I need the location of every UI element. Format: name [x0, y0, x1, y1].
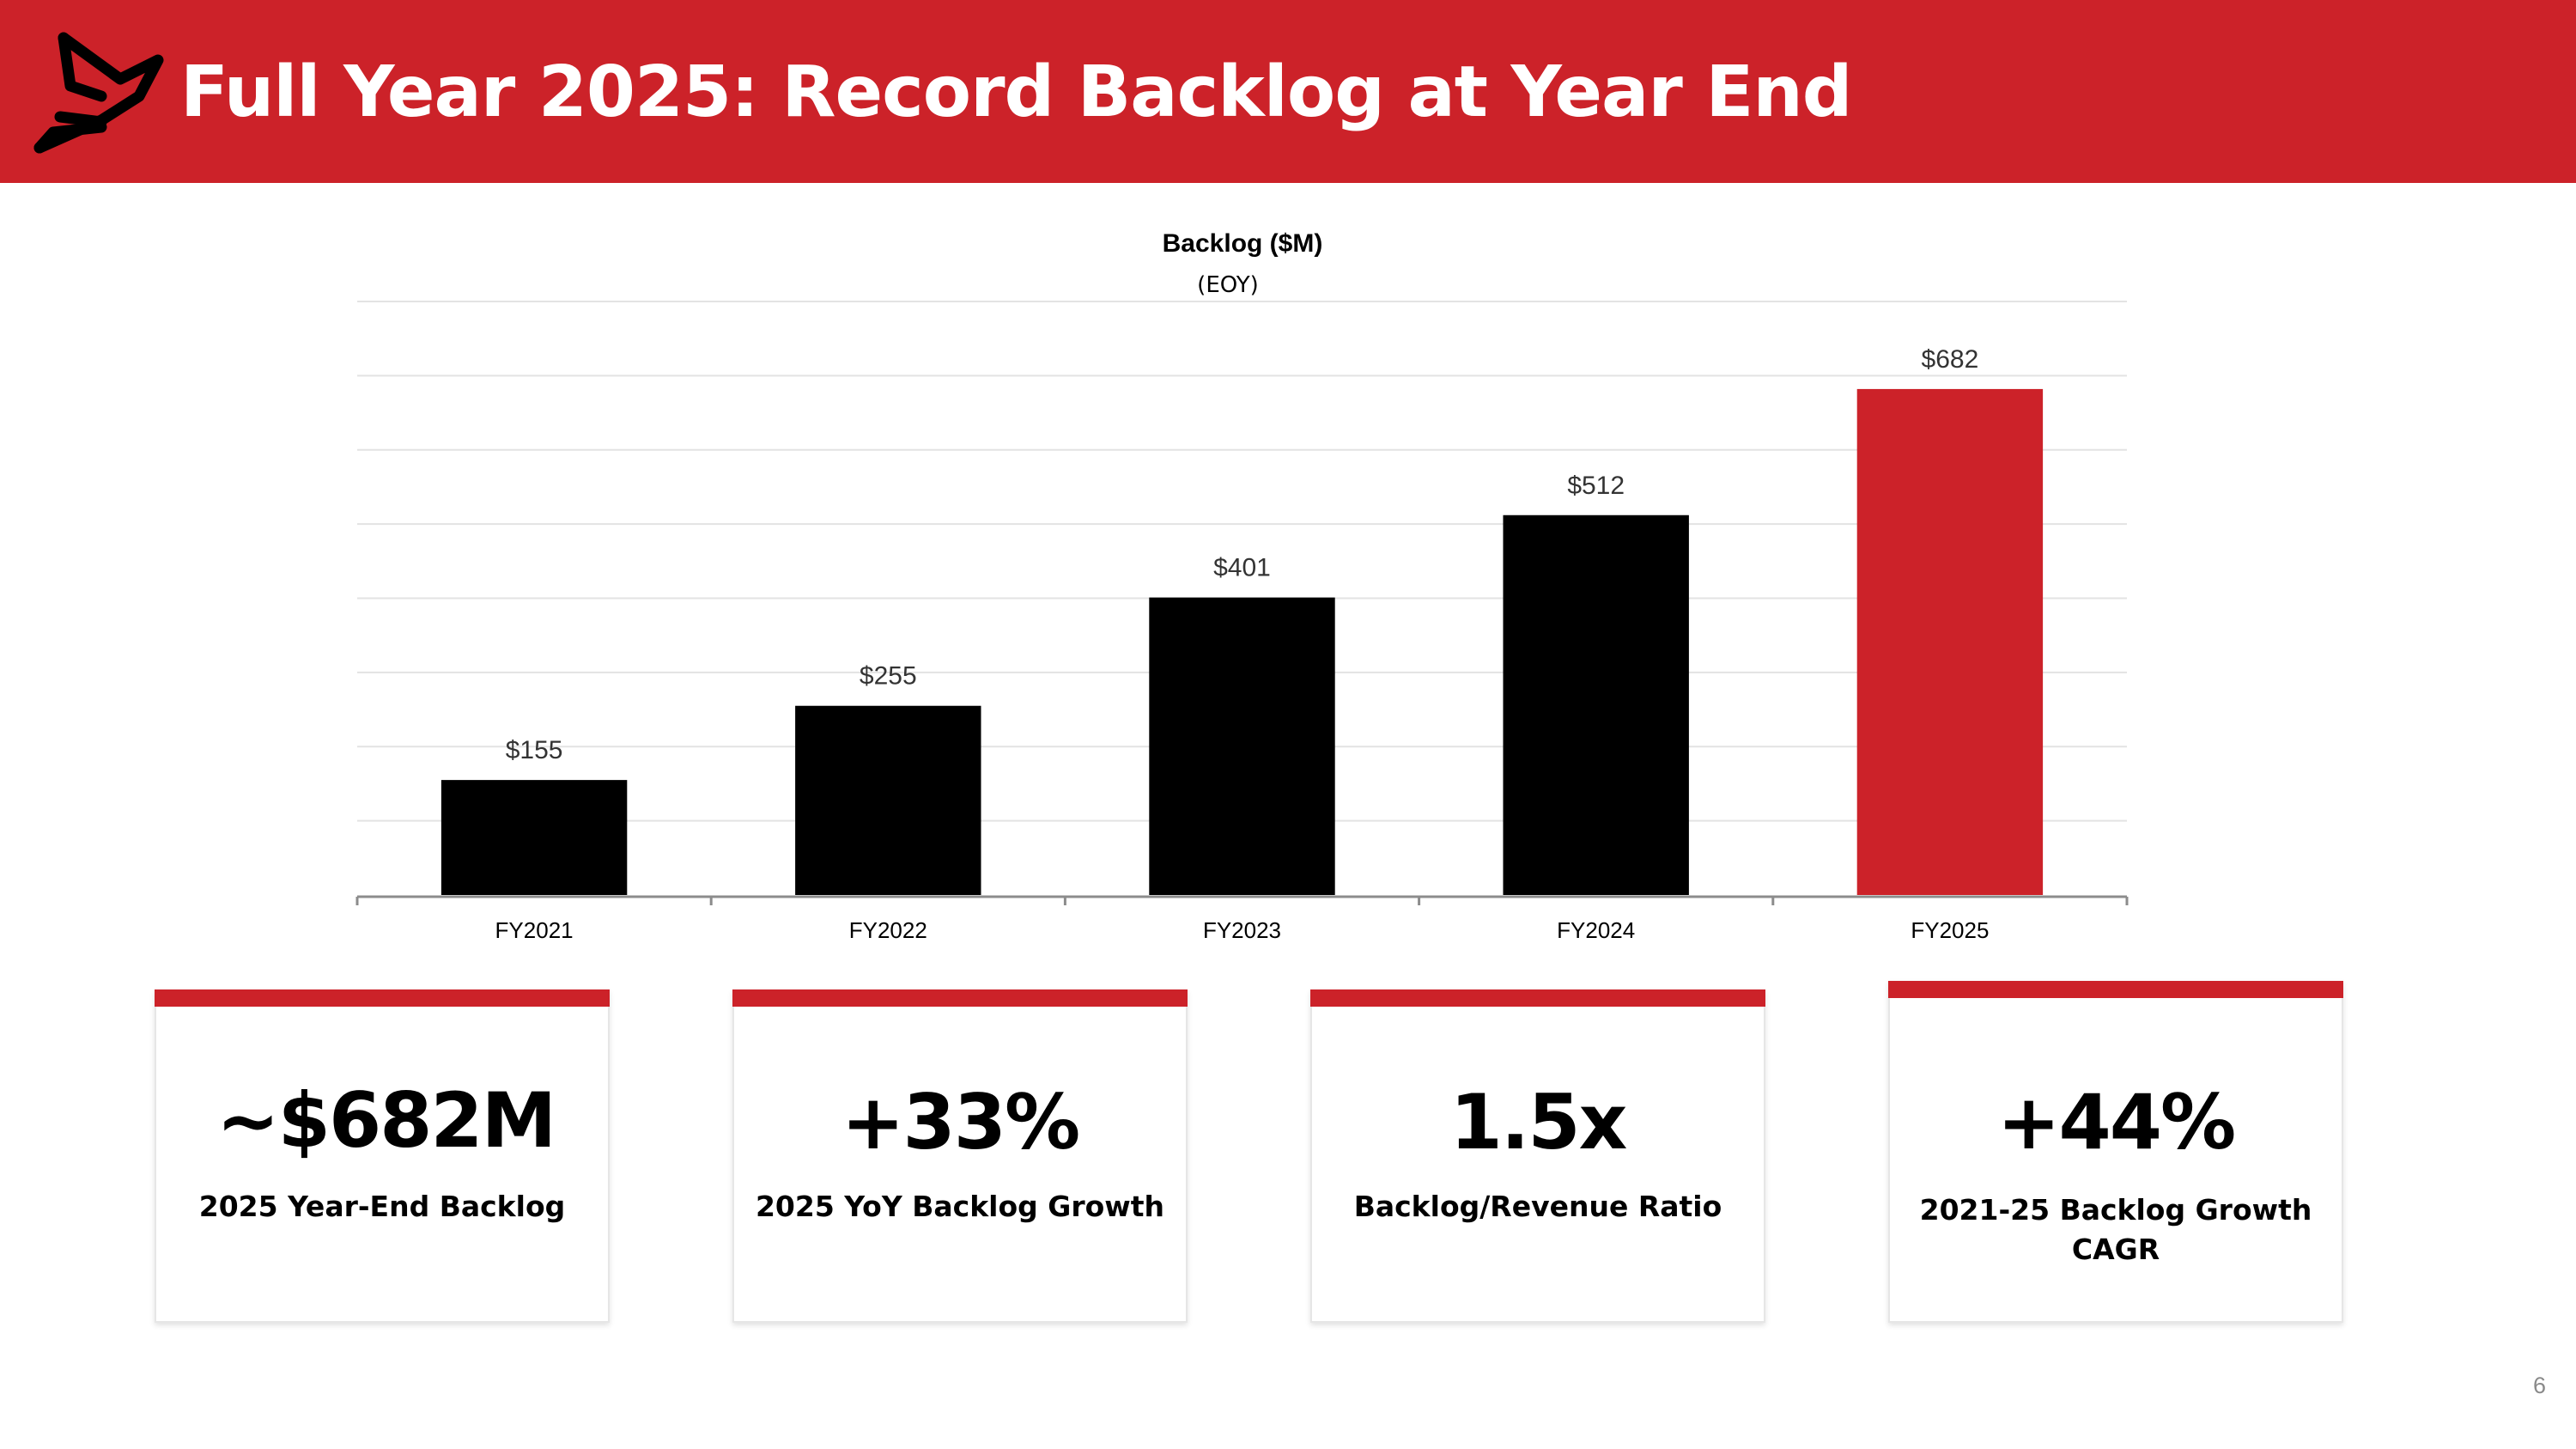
kpi-card-accent-bar [732, 989, 1188, 1007]
cardinal-bird-logo-icon [33, 32, 164, 154]
bar-fy2021 [440, 780, 628, 895]
data-label: $512 [1567, 472, 1625, 500]
title-banner: Full Year 2025: Record Backlog at Year E… [0, 0, 2576, 183]
x-tick-label: FY2023 [1203, 917, 1281, 943]
bar-fy2022 [795, 705, 981, 895]
kpi-card-yoy-growth: +33% 2025 YoY Backlog Growth [732, 989, 1188, 1323]
kpi-value: ~$682M [216, 1076, 556, 1165]
chart-title: Backlog ($M) [1163, 229, 1323, 258]
data-label: $401 [1213, 554, 1271, 582]
kpi-card-accent-bar [1888, 981, 2343, 998]
kpi-card-backlog-revenue-ratio: 1.5x Backlog/Revenue Ratio [1310, 989, 1765, 1323]
page-number: 6 [2532, 1373, 2546, 1398]
chart-subtitle: (EOY) [1197, 272, 1259, 298]
kpi-card-cagr: +44% 2021-25 Backlog Growth CAGR [1888, 981, 2343, 1323]
backlog-bar-chart: Backlog ($M) (EOY) $155 FY2021 $255 FY2022 $40… [355, 229, 2129, 943]
slide-title: Full Year 2025: Record Backlog at Year E… [180, 52, 1852, 133]
x-tick-label: FY2022 [849, 917, 927, 943]
data-label: $682 [1922, 345, 1979, 374]
x-tick-label: FY2025 [1911, 917, 1989, 943]
kpi-card-accent-bar [1310, 989, 1765, 1007]
kpi-value: +33% [841, 1078, 1080, 1166]
bar-fy2023 [1149, 597, 1335, 895]
bar-fy2024 [1503, 514, 1689, 895]
kpi-label: 2025 YoY Backlog Growth [755, 1190, 1165, 1223]
bar-fy2025 [1856, 388, 2044, 895]
kpi-label: 2025 Year-End Backlog [198, 1190, 566, 1223]
data-label: $255 [860, 662, 917, 691]
kpi-label: 2021-25 Backlog Growth CAGR [1919, 1193, 2312, 1266]
kpi-value: +44% [1996, 1078, 2236, 1166]
kpi-card-year-end-backlog: ~$682M 2025 Year-End Backlog [155, 989, 610, 1323]
x-tick-label: FY2024 [1557, 917, 1635, 943]
kpi-card-accent-bar [155, 989, 610, 1007]
kpi-label: Backlog/Revenue Ratio [1353, 1190, 1722, 1223]
data-label: $155 [506, 736, 563, 764]
kpi-value: 1.5x [1449, 1078, 1628, 1166]
x-tick-label: FY2021 [495, 917, 574, 943]
